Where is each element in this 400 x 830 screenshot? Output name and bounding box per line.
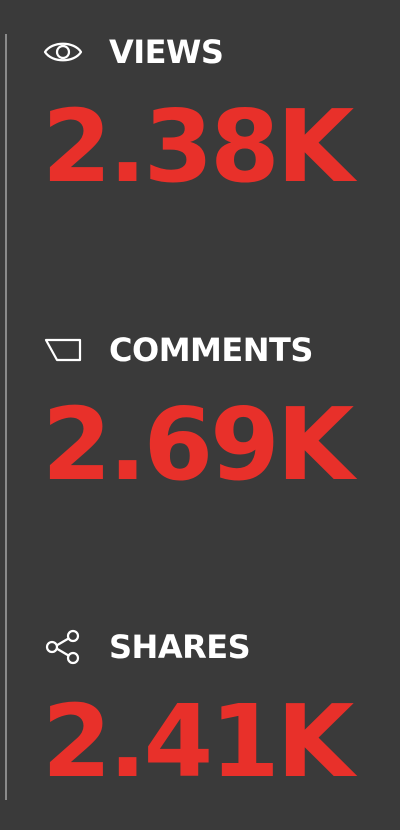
stat-comments-value: 2.69K bbox=[42, 386, 354, 503]
comment-icon bbox=[42, 332, 84, 368]
vertical-divider bbox=[5, 34, 7, 800]
stat-shares-value: 2.41K bbox=[42, 683, 354, 800]
stat-comments-header: COMMENTS bbox=[0, 328, 400, 372]
stat-views-header: VIEWS bbox=[0, 30, 400, 74]
stat-comments-label: COMMENTS bbox=[109, 331, 313, 369]
stat-shares-label: SHARES bbox=[109, 628, 251, 666]
stat-views-label: VIEWS bbox=[109, 33, 224, 71]
stat-views-value: 2.38K bbox=[42, 88, 354, 205]
stat-comments: COMMENTS 2.69K bbox=[0, 328, 400, 500]
share-icon bbox=[42, 629, 84, 665]
stat-views: VIEWS 2.38K bbox=[0, 30, 400, 202]
stat-shares-header: SHARES bbox=[0, 625, 400, 669]
eye-icon bbox=[42, 34, 84, 70]
stat-shares: SHARES 2.41K bbox=[0, 625, 400, 797]
